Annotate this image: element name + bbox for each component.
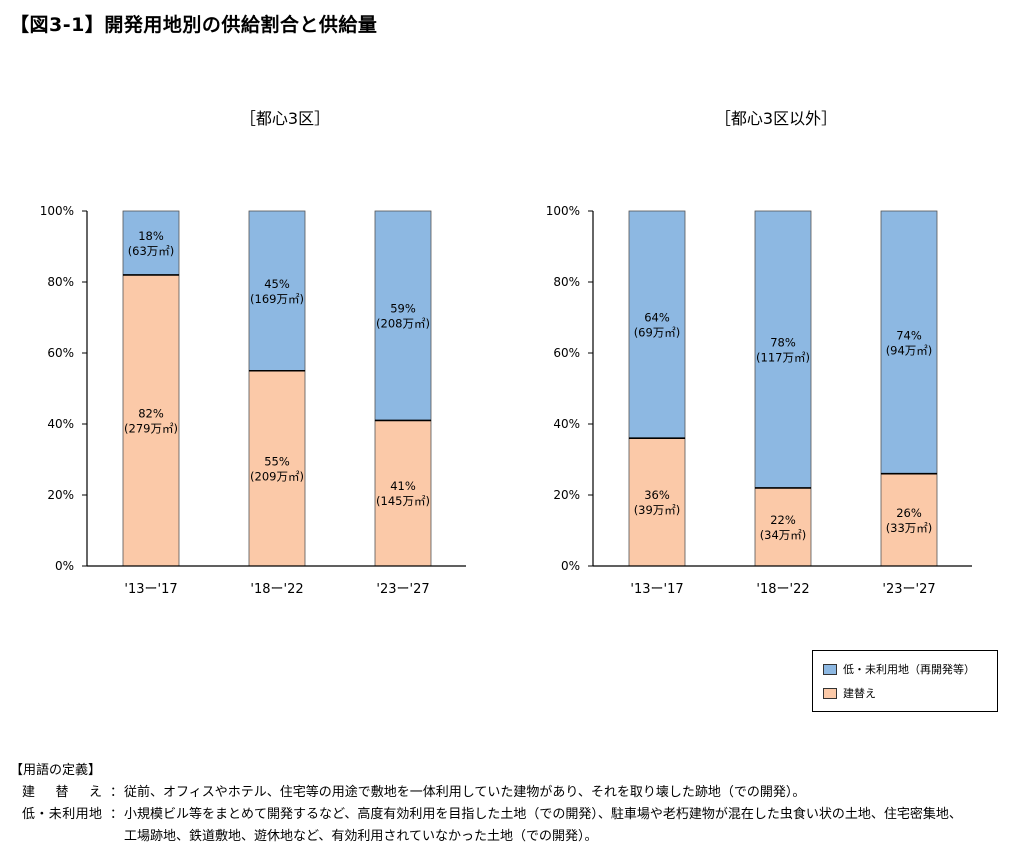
data-label: 55% (209万㎡) [250,454,304,483]
definition-term: 低・未利用地 [22,807,102,822]
definition-text: 従前、オフィスやホテル、住宅等の用途で敷地を一体利用していた建物があり、それを取… [124,782,1025,804]
bar-segment-rebuild [754,487,812,567]
y-tick-label: 40% [553,417,580,431]
bar-segment-rebuild [248,370,306,567]
x-tick-label: '23ー'27 [376,582,429,597]
chart-title: ［都心3区以外］ [715,109,837,128]
y-tick-label: 40% [47,417,74,431]
bar-segment-low-unused [880,210,938,475]
x-tick-label: '13ー'17 [124,582,177,597]
bar-segment-low-unused [628,210,686,439]
definition-line: 工場跡地、鉄道敷地、遊休地など、有効利用されていなかった土地（での開発）。 [124,829,598,844]
y-tick-label: 0% [55,559,74,573]
figure-title: 【図3-1】開発用地別の供給割合と供給量 [10,14,378,36]
x-tick-label: '23ー'27 [882,582,935,597]
legend-label-low-unused: 低・未利用地（再開発等） [843,663,975,676]
y-tick-label: 20% [553,488,580,502]
y-tick-label: 100% [546,204,580,218]
x-tick-label: '18ー'22 [756,582,809,597]
legend-swatch-rebuild [823,687,837,699]
definition-line: 小規模ビル等をまとめて開発するなど、高度有効利用を目指した土地（での開発）、駐車… [124,807,962,822]
data-label: 36% (39万㎡) [634,488,681,517]
y-tick-label: 0% [561,559,580,573]
term-definitions: 【用語の定義】 建替え ： 従前、オフィスやホテル、住宅等の用途で敷地を一体利用… [10,760,1025,848]
y-tick-label: 80% [553,275,580,289]
data-label: 26% (33万㎡) [886,506,933,535]
definition-term: 建替え [22,785,102,800]
data-label: 64% (69万㎡) [634,311,681,340]
bar-segment-low-unused [248,210,306,372]
legend-item-low-unused: 低・未利用地（再開発等） [823,661,975,677]
definition-text: 小規模ビル等をまとめて開発するなど、高度有効利用を目指した土地（での開発）、駐車… [124,804,1025,848]
legend-label-rebuild: 建替え [843,687,876,700]
definition-line: 従前、オフィスやホテル、住宅等の用途で敷地を一体利用していた建物があり、それを取… [124,785,806,800]
y-tick-label: 100% [40,204,74,218]
chart-legend: 低・未利用地（再開発等） 建替え [812,650,998,712]
legend-swatch-low-unused [823,663,837,675]
bar-segment-rebuild [374,420,432,567]
x-tick-label: '13ー'17 [630,582,683,597]
data-label: 59% (208万㎡) [376,302,430,331]
data-label: 45% (169万㎡) [250,277,304,306]
bar-segment-low-unused [374,210,432,421]
y-tick-label: 60% [553,346,580,360]
chart-title: ［都心3区］ [240,109,330,128]
data-label: 18% (63万㎡) [128,229,175,258]
legend-item-rebuild: 建替え [823,685,876,701]
data-label: 41% (145万㎡) [376,479,430,508]
data-label: 74% (94万㎡) [886,328,933,357]
bar-segment-rebuild [880,473,938,567]
bar-segment-low-unused [122,210,180,276]
definition-low-unused: 低・未利用地 ： 小規模ビル等をまとめて開発するなど、高度有効利用を目指した土地… [10,804,1025,848]
stacked-bar-charts: ［都心3区］ 0% 20% 40% 60% 80% 100% 82% (279万㎡) 18% (63… [40,109,972,597]
definition-separator: ： [110,807,124,822]
data-label: 82% (279万㎡) [124,406,178,435]
bar-segment-rebuild [122,274,180,567]
data-label: 78% (117万㎡) [756,335,810,364]
y-tick-label: 20% [47,488,74,502]
definition-separator: ： [110,785,124,800]
y-tick-label: 60% [47,346,74,360]
definitions-heading: 【用語の定義】 [10,763,102,778]
data-label: 22% (34万㎡) [760,513,807,542]
y-tick-label: 80% [47,275,74,289]
definition-rebuild: 建替え ： 従前、オフィスやホテル、住宅等の用途で敷地を一体利用していた建物があ… [10,782,1025,804]
bar-segment-low-unused [754,210,812,489]
x-tick-label: '18ー'22 [250,582,303,597]
